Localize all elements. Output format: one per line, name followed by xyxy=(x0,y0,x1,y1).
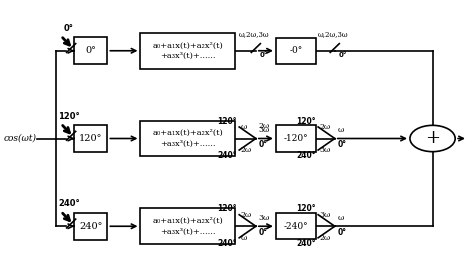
Text: 0°: 0° xyxy=(337,140,346,149)
Text: 120°: 120° xyxy=(296,204,316,213)
Text: 2ω: 2ω xyxy=(240,146,251,154)
Text: 120°: 120° xyxy=(218,117,237,125)
Text: 3ω: 3ω xyxy=(259,126,270,134)
Text: 2ω: 2ω xyxy=(319,234,330,242)
FancyBboxPatch shape xyxy=(74,125,108,152)
Text: 3ω: 3ω xyxy=(259,214,270,222)
FancyBboxPatch shape xyxy=(74,212,108,240)
Text: a₀+a₁x(t)+a₂x²(t)
+a₃x³(t)+......: a₀+a₁x(t)+a₂x²(t) +a₃x³(t)+...... xyxy=(152,217,223,235)
Text: ω: ω xyxy=(241,123,247,131)
Text: 240°: 240° xyxy=(218,152,237,160)
Text: ω,2ω,3ω: ω,2ω,3ω xyxy=(318,30,349,39)
FancyBboxPatch shape xyxy=(276,125,316,152)
Text: 0°: 0° xyxy=(259,140,268,149)
Text: 120°: 120° xyxy=(296,117,316,125)
Text: a₀+a₁x(t)+a₂x²(t)
+a₃x³(t)+......: a₀+a₁x(t)+a₂x²(t) +a₃x³(t)+...... xyxy=(152,129,223,148)
Text: -120°: -120° xyxy=(283,134,308,143)
Text: ω,2ω,3ω: ω,2ω,3ω xyxy=(239,30,270,39)
Text: 120°: 120° xyxy=(58,112,80,121)
Text: 0°: 0° xyxy=(64,24,74,33)
Text: ω: ω xyxy=(337,214,344,222)
Text: ω: ω xyxy=(240,234,246,242)
Text: 2ω: 2ω xyxy=(241,211,252,219)
Text: 240°: 240° xyxy=(296,152,316,160)
Text: 0°: 0° xyxy=(338,52,347,58)
Text: 0°: 0° xyxy=(260,52,268,58)
Text: 240°: 240° xyxy=(296,239,316,248)
Text: 2ω: 2ω xyxy=(259,122,270,130)
Text: ω: ω xyxy=(337,126,344,134)
FancyBboxPatch shape xyxy=(276,38,316,64)
FancyBboxPatch shape xyxy=(140,208,235,244)
FancyBboxPatch shape xyxy=(140,33,235,69)
Text: 240°: 240° xyxy=(58,199,80,208)
FancyBboxPatch shape xyxy=(74,37,108,65)
Text: 120°: 120° xyxy=(79,134,102,143)
Text: a₀+a₁x(t)+a₂x²(t)
+a₃x³(t)+......: a₀+a₁x(t)+a₂x²(t) +a₃x³(t)+...... xyxy=(152,42,223,60)
Text: 0°: 0° xyxy=(259,228,268,237)
Text: 240°: 240° xyxy=(79,222,102,231)
Text: +: + xyxy=(425,130,440,147)
Text: 0°: 0° xyxy=(337,228,346,237)
Circle shape xyxy=(410,125,455,152)
Text: 2ω: 2ω xyxy=(319,123,331,131)
Text: -240°: -240° xyxy=(283,222,308,231)
Text: 3ω: 3ω xyxy=(319,146,330,154)
Text: 0°: 0° xyxy=(85,46,96,55)
Text: -0°: -0° xyxy=(289,46,302,55)
FancyBboxPatch shape xyxy=(276,213,316,239)
FancyBboxPatch shape xyxy=(140,121,235,156)
Text: 3ω: 3ω xyxy=(319,211,331,219)
Text: 120°: 120° xyxy=(218,204,237,213)
Text: cos(ωt): cos(ωt) xyxy=(4,134,37,143)
Text: 240°: 240° xyxy=(218,239,237,248)
